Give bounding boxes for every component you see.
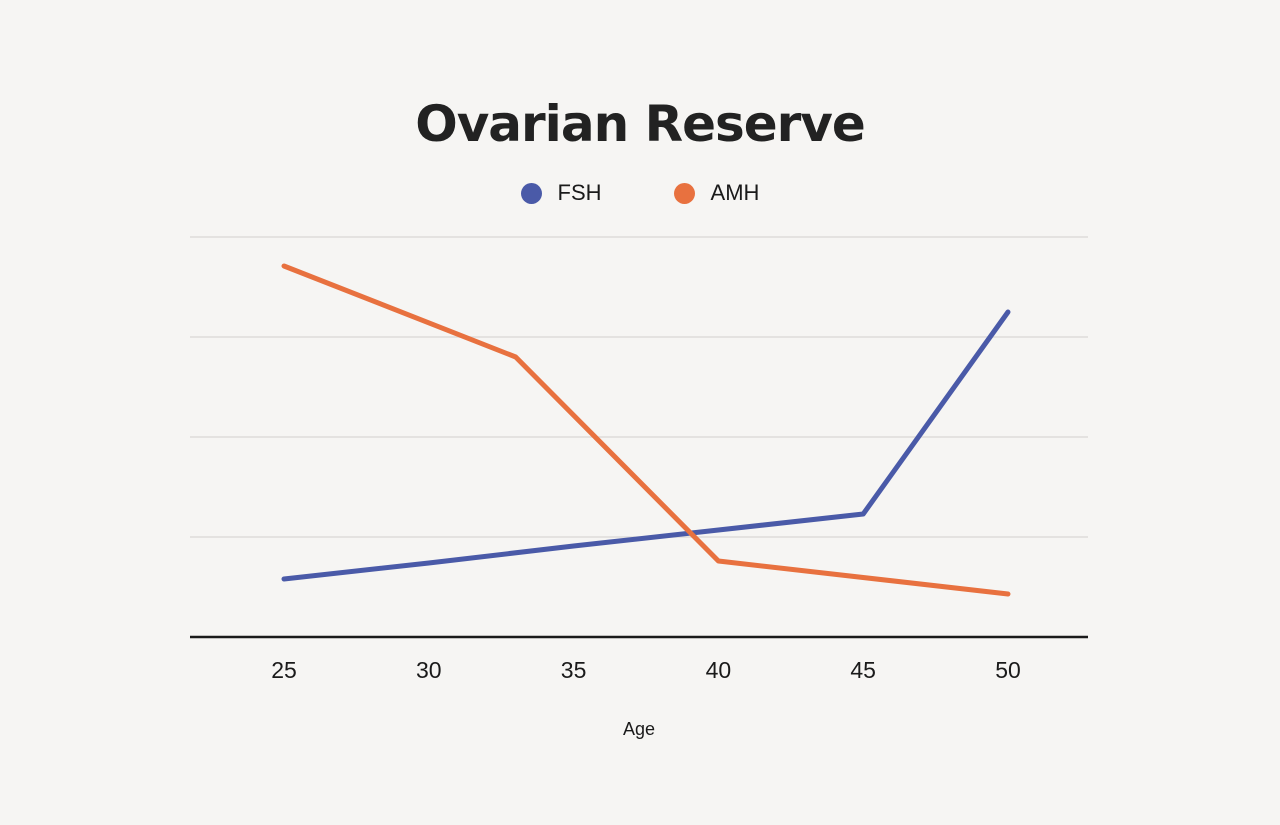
- amh-line: [281, 263, 1011, 597]
- legend: FSH AMH: [0, 180, 1280, 206]
- chart-title: Ovarian Reserve: [415, 95, 866, 153]
- chart-plot: [190, 236, 1088, 639]
- legend-dot-amh: [673, 182, 695, 204]
- legend-label-fsh: FSH: [557, 180, 602, 205]
- legend-label-amh: AMH: [710, 180, 760, 205]
- x-axis-label: Age: [622, 719, 656, 739]
- x-tick-label: 45: [850, 657, 876, 683]
- x-tick-label: 50: [995, 657, 1021, 683]
- x-tick-label: 35: [560, 657, 587, 683]
- x-tick-label: 30: [416, 657, 442, 683]
- legend-item-fsh: FSH: [520, 180, 602, 206]
- x-tick-label: 40: [705, 657, 732, 683]
- legend-dot-fsh: [520, 182, 542, 204]
- x-tick-label: 25: [271, 657, 297, 683]
- legend-item-amh: AMH: [673, 180, 760, 206]
- fsh-line: [281, 309, 1011, 582]
